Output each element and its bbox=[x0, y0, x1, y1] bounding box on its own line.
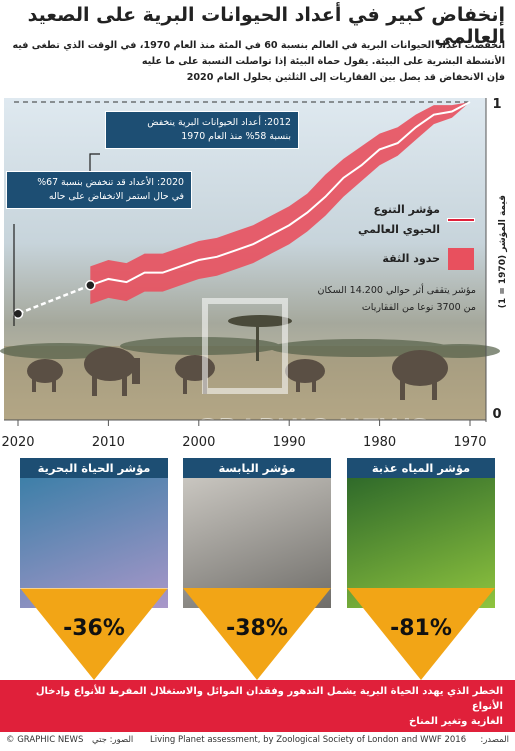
treeline bbox=[0, 337, 500, 359]
dataset-note: مؤشر يتقفى أثر حوالي 14.200 السكان من 37… bbox=[300, 282, 476, 316]
footer-source-label: المصدر: bbox=[480, 735, 509, 745]
sea-turtle-photo bbox=[20, 478, 168, 608]
legend-index-swatch bbox=[448, 219, 474, 221]
index-line bbox=[89, 101, 471, 287]
frog-photo bbox=[347, 478, 495, 608]
y-tick-labels: 01 bbox=[492, 97, 501, 422]
legend-index-label-1: مؤشر التنوع bbox=[373, 203, 441, 216]
point-2020 bbox=[12, 308, 24, 319]
dataset-note-line-2: من 3700 نوعا من الفقاريات bbox=[361, 302, 476, 313]
x-tick-label: 2010 bbox=[92, 435, 125, 450]
callout-2012-line-1: 2012: أعداد الحيوانات البرية ينخفض bbox=[147, 117, 291, 128]
badge-land-shape bbox=[183, 588, 331, 680]
callout-2020: 2020: الأعداد قد تنخفض بنسبة 67% في حال … bbox=[6, 171, 192, 209]
legend-ci-swatch bbox=[448, 248, 474, 270]
legend-index-label: مؤشر التنوع الحيوي العالمي bbox=[358, 200, 440, 240]
callout-2012-line-2: بنسبة 58% منذ العام 1970 bbox=[181, 131, 291, 142]
y-tick-label: 1 bbox=[492, 97, 501, 112]
callout-2020-line-2: في حال استمر الانخفاض على حاله bbox=[48, 191, 184, 202]
dataset-note-line-1: مؤشر يتقفى أثر حوالي 14.200 السكان bbox=[317, 285, 476, 296]
point-2012 bbox=[85, 280, 96, 291]
panel-marine-title: مؤشر الحياة البحرية bbox=[20, 458, 168, 478]
badge-freshwater-shape bbox=[347, 588, 495, 680]
badge-marine-value: -36% bbox=[63, 616, 125, 641]
footer-brand: © GRAPHIC NEWS bbox=[6, 735, 84, 745]
projection-line bbox=[17, 284, 91, 315]
legend: مؤشر التنوع الحيوي العالمي حدود الثقة bbox=[356, 200, 474, 270]
y-axis-label: قيمة المؤشر (1970 = 1) bbox=[498, 195, 508, 309]
intro-line-3: فإن الانخفاض قد يصل بين الفقاريات إلى ال… bbox=[186, 72, 505, 83]
panel-marine: مؤشر الحياة البحرية bbox=[20, 458, 168, 608]
x-tick-label: 1980 bbox=[363, 435, 396, 450]
snow-leopard-photo bbox=[183, 478, 331, 608]
decline-badges bbox=[20, 588, 495, 680]
threat-text-line-1: الخطر الذي يهدد الحياة البرية يشمل التده… bbox=[35, 686, 503, 712]
callout-2020-line-1: 2020: الأعداد قد تنخفض بنسبة 67% bbox=[37, 177, 184, 188]
threat-text-line-2: الغازية وتغير المناخ bbox=[409, 716, 503, 727]
badge-marine-shape bbox=[20, 588, 168, 680]
x-tick-label: 1970 bbox=[453, 435, 486, 450]
chart: GRAPHIC NEWS 2020 2010 2000 1990 1980 1970 01 bbox=[0, 97, 502, 450]
intro-text: انخفضت أعداد الحيوانات البرية في العالم … bbox=[10, 38, 505, 86]
panel-freshwater: مؤشر المياه عذبة bbox=[347, 458, 495, 608]
intro-line-1: انخفضت أعداد الحيوانات البرية في العالم … bbox=[12, 40, 505, 51]
x-tick-label: 2000 bbox=[182, 435, 215, 450]
footer-photo-credit: الصور: جتي bbox=[92, 735, 134, 745]
intro-line-2: الأنشطة البشرية على البيئة. يقول حماة ال… bbox=[141, 56, 505, 67]
badge-land-value: -38% bbox=[226, 616, 288, 641]
threat-band bbox=[0, 680, 515, 732]
page-title: إنخفاض كبير في أعداد الحيوانات البرية عل… bbox=[27, 4, 505, 48]
panel-freshwater-title: مؤشر المياه عذبة bbox=[347, 458, 495, 478]
badge-freshwater-value: -81% bbox=[390, 616, 452, 641]
x-tick-label: 2020 bbox=[1, 435, 34, 450]
panel-land: مؤشر اليابسة bbox=[183, 458, 331, 608]
panel-land-title: مؤشر اليابسة bbox=[183, 458, 331, 478]
acacia-tree bbox=[228, 315, 292, 361]
threat-text: الخطر الذي يهدد الحياة البرية يشمل التده… bbox=[23, 684, 503, 729]
legend-ci-label: حدود الثقة bbox=[382, 252, 440, 265]
legend-index-label-2: الحيوي العالمي bbox=[357, 223, 440, 236]
y-tick-label: 0 bbox=[492, 407, 501, 422]
callout-2012: 2012: أعداد الحيوانات البرية ينخفض بنسبة… bbox=[105, 111, 299, 149]
x-tick-labels: 2020 2010 2000 1990 1980 1970 bbox=[1, 420, 487, 450]
footer-source: Living Planet assessment, by Zoological … bbox=[150, 735, 467, 745]
x-tick-label: 1990 bbox=[273, 435, 306, 450]
